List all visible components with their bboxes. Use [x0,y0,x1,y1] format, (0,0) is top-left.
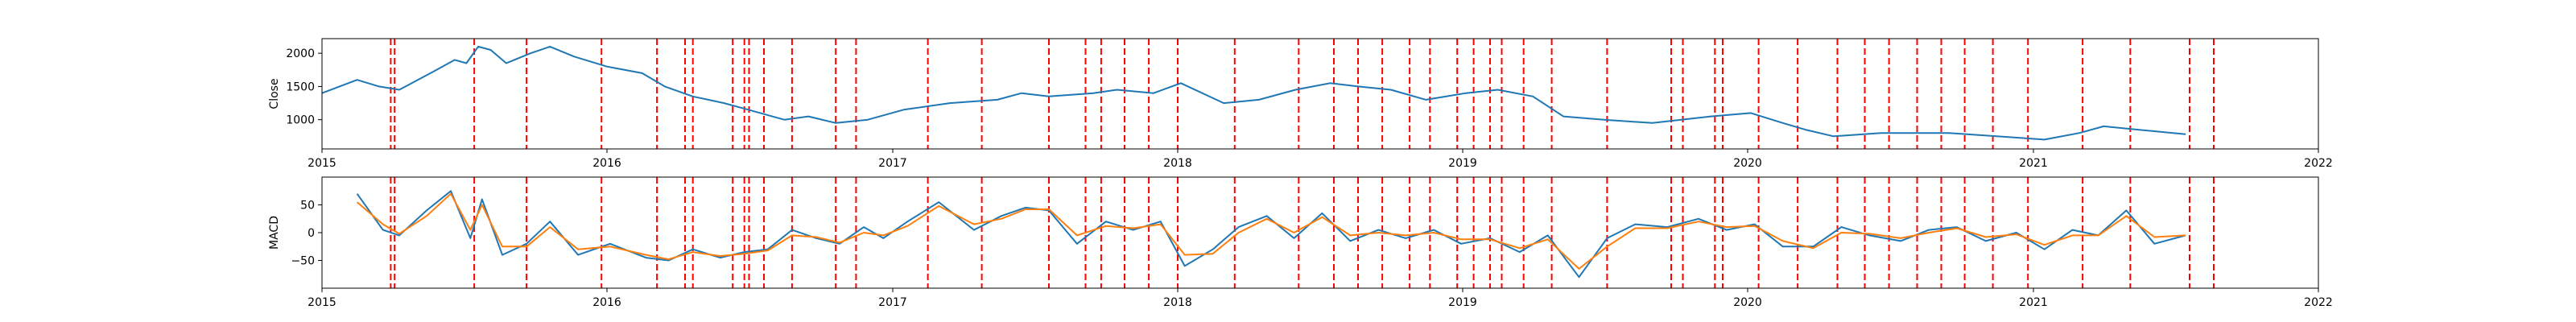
macd-y-tick-label-2: 50 [300,200,315,213]
close-x-tick-label-7: 2022 [2304,157,2333,170]
close-x-tick-label-2: 2017 [878,157,907,170]
close-x-tick-label-0: 2015 [308,157,336,170]
macd-event-markers [390,177,2215,288]
close-y-tick-label-1: 1500 [286,80,315,93]
close-plot-frame [321,38,2319,150]
macd-y-ticks: −50 0 50 [291,200,322,268]
close-y-ticks: 1000 1500 2000 [286,47,322,127]
close-x-tick-label-3: 2018 [1163,157,1192,170]
macd-x-tick-label-3: 2018 [1163,296,1192,309]
close-x-ticks: 2015 2016 2017 2018 2019 2020 2021 2022 [308,149,2333,170]
macd-panel: 2015 2016 2017 2018 2019 2020 2021 2022 −50050 … [268,176,2333,309]
close-x-tick-label-4: 2019 [1448,157,1477,170]
macd-x-tick-label-2: 2017 [878,296,907,309]
macd-x-tick-label-0: 2015 [308,296,336,309]
close-y-axis-label: Close [268,78,281,109]
macd-y-tick-label-0: −50 [291,255,315,268]
macd-x-tick-label-1: 2016 [592,296,621,309]
macd-y-axis-label: MACD [268,216,281,250]
close-panel: 2015 2016 2017 2018 2019 2020 2021 2022 1000 150… [268,38,2333,170]
close-y-tick-label-0: 1000 [286,114,315,127]
macd-x-tick-label-7: 2022 [2304,296,2333,309]
close-x-tick-label-6: 2021 [2019,157,2048,170]
close-x-tick-label-1: 2016 [592,157,621,170]
macd-x-ticks: 2015 2016 2017 2018 2019 2020 2021 2022 [308,288,2333,309]
close-series-line-0 [321,45,2186,141]
macd-series-line-1 [356,192,2186,270]
close-event-markers [390,39,2215,149]
macd-series [356,190,2186,279]
macd-x-tick-label-6: 2021 [2019,296,2048,309]
close-series [321,45,2186,141]
macd-x-tick-label-5: 2020 [1733,296,1762,309]
macd-x-tick-label-4: 2019 [1448,296,1477,309]
close-x-tick-label-5: 2020 [1733,157,1762,170]
close-y-tick-label-2: 2000 [286,47,315,60]
macd-y-tick-label-1: 0 [308,227,315,240]
